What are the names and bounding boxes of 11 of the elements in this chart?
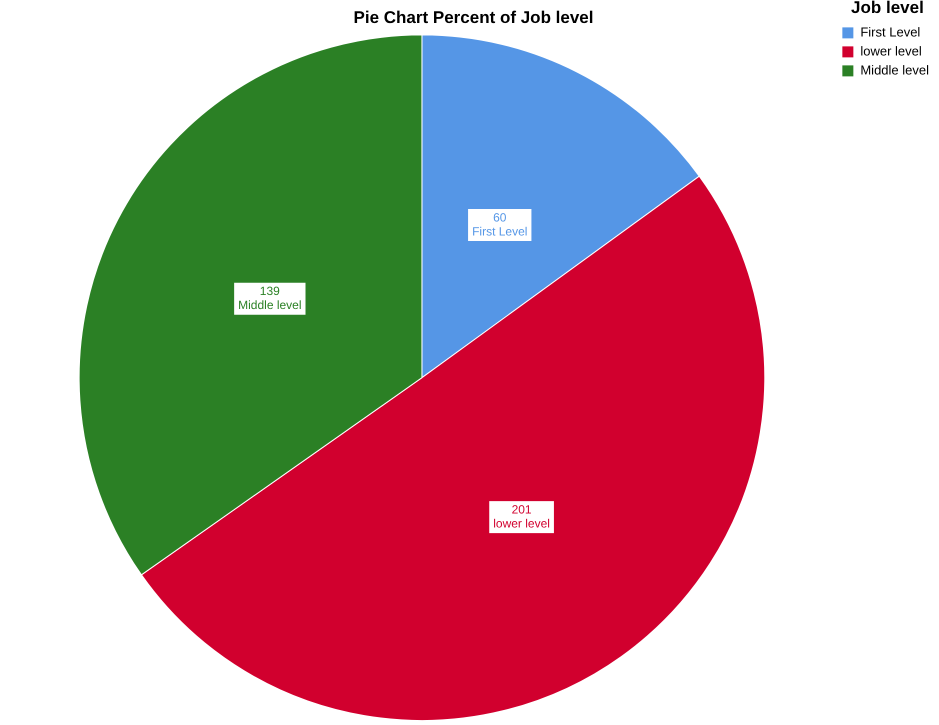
legend-label: Middle level xyxy=(860,62,930,78)
slice-label: lower level xyxy=(493,516,550,530)
legend-label: First Level xyxy=(860,24,920,40)
legend-title: Job level xyxy=(851,0,924,18)
data-label: 201 xyxy=(512,502,532,516)
slice-label: Middle level xyxy=(238,298,302,312)
legend-label: lower level xyxy=(860,43,922,58)
chart-title: Pie Chart Percent of Job level xyxy=(354,8,594,27)
data-label: 60 xyxy=(493,210,507,224)
slice-label: First Level xyxy=(472,224,528,238)
data-label: 139 xyxy=(260,284,280,298)
